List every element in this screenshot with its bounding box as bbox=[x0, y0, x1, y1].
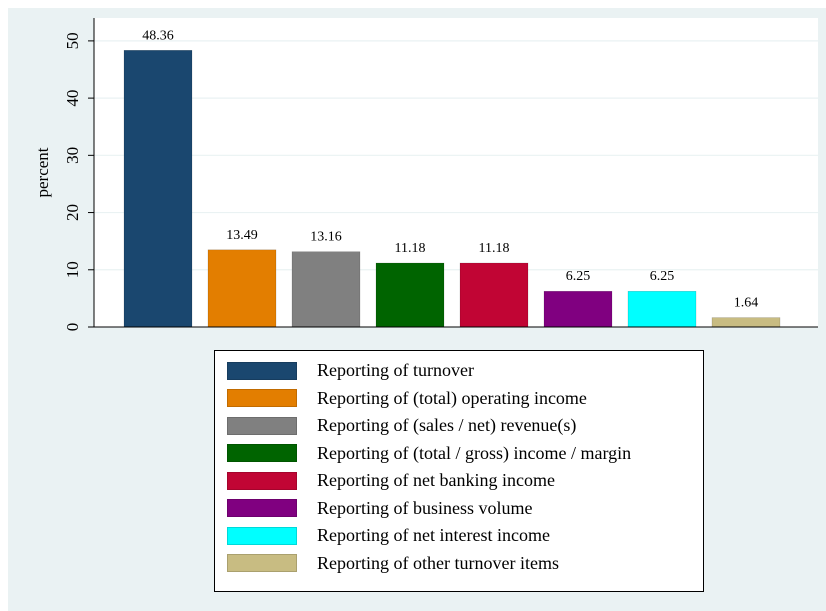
legend-swatch bbox=[227, 554, 297, 573]
legend-item: Reporting of turnover bbox=[227, 357, 703, 385]
y-axis-title: percent bbox=[33, 147, 52, 197]
data-label: 13.49 bbox=[226, 228, 258, 243]
data-label: 1.64 bbox=[734, 296, 759, 311]
axes: 0 10 20 30 40 50 bbox=[63, 18, 818, 331]
legend-swatch bbox=[227, 361, 297, 380]
legend-item: Reporting of business volume bbox=[227, 495, 703, 523]
legend-swatch bbox=[227, 526, 297, 545]
y-tick-label: 40 bbox=[63, 90, 82, 107]
legend-item: Reporting of other turnover items bbox=[227, 550, 703, 578]
data-label: 6.25 bbox=[566, 269, 591, 284]
legend-item: Reporting of (sales / net) revenue(s) bbox=[227, 412, 703, 440]
legend-swatch bbox=[227, 499, 297, 518]
data-label: 13.16 bbox=[310, 230, 342, 245]
legend: Reporting of turnover Reporting of (total… bbox=[214, 350, 704, 592]
bar bbox=[207, 249, 277, 328]
plot-region bbox=[94, 18, 818, 327]
bar-chart: 48.36 13.49 13.16 11.18 11.18 6.25 6.25 1.64 0 1… bbox=[33, 18, 818, 331]
legend-item: Reporting of net interest income bbox=[227, 522, 703, 550]
legend-item: Reporting of (total) operating income bbox=[227, 385, 703, 413]
legend-item: Reporting of net banking income bbox=[227, 467, 703, 495]
y-tick-label: 10 bbox=[63, 261, 82, 278]
bar bbox=[459, 262, 529, 328]
legend-label: Reporting of (sales / net) revenue(s) bbox=[317, 415, 577, 436]
legend-swatch bbox=[227, 389, 297, 408]
data-label: 11.18 bbox=[479, 241, 510, 256]
legend-label: Reporting of net banking income bbox=[317, 470, 555, 491]
bar bbox=[123, 50, 193, 328]
legend-label: Reporting of net interest income bbox=[317, 525, 550, 546]
legend-swatch bbox=[227, 471, 297, 490]
bar bbox=[711, 317, 781, 328]
legend-item: Reporting of (total / gross) income / ma… bbox=[227, 440, 703, 468]
data-label: 11.18 bbox=[395, 241, 426, 256]
y-tick-label: 0 bbox=[63, 323, 82, 332]
legend-label: Reporting of business volume bbox=[317, 497, 533, 518]
legend-swatch bbox=[227, 416, 297, 435]
chart-area: 48.36 13.49 13.16 11.18 11.18 6.25 6.25 1.64 0 1… bbox=[8, 8, 826, 611]
data-label: 48.36 bbox=[142, 28, 174, 43]
y-tick-label: 50 bbox=[63, 32, 82, 49]
bar bbox=[291, 251, 361, 328]
data-label: 6.25 bbox=[650, 269, 675, 284]
legend-label: Reporting of other turnover items bbox=[317, 552, 559, 573]
bar bbox=[375, 262, 445, 328]
y-tick-label: 20 bbox=[63, 204, 82, 221]
legend-label: Reporting of turnover bbox=[317, 360, 474, 381]
legend-label: Reporting of (total) operating income bbox=[317, 387, 587, 408]
legend-label: Reporting of (total / gross) income / ma… bbox=[317, 442, 632, 463]
bar bbox=[543, 290, 613, 328]
y-tick-label: 30 bbox=[63, 147, 82, 164]
bars: 48.36 13.49 13.16 11.18 11.18 6.25 6.25 1.64 bbox=[123, 28, 781, 328]
bar bbox=[627, 290, 697, 328]
legend-swatch bbox=[227, 444, 297, 463]
